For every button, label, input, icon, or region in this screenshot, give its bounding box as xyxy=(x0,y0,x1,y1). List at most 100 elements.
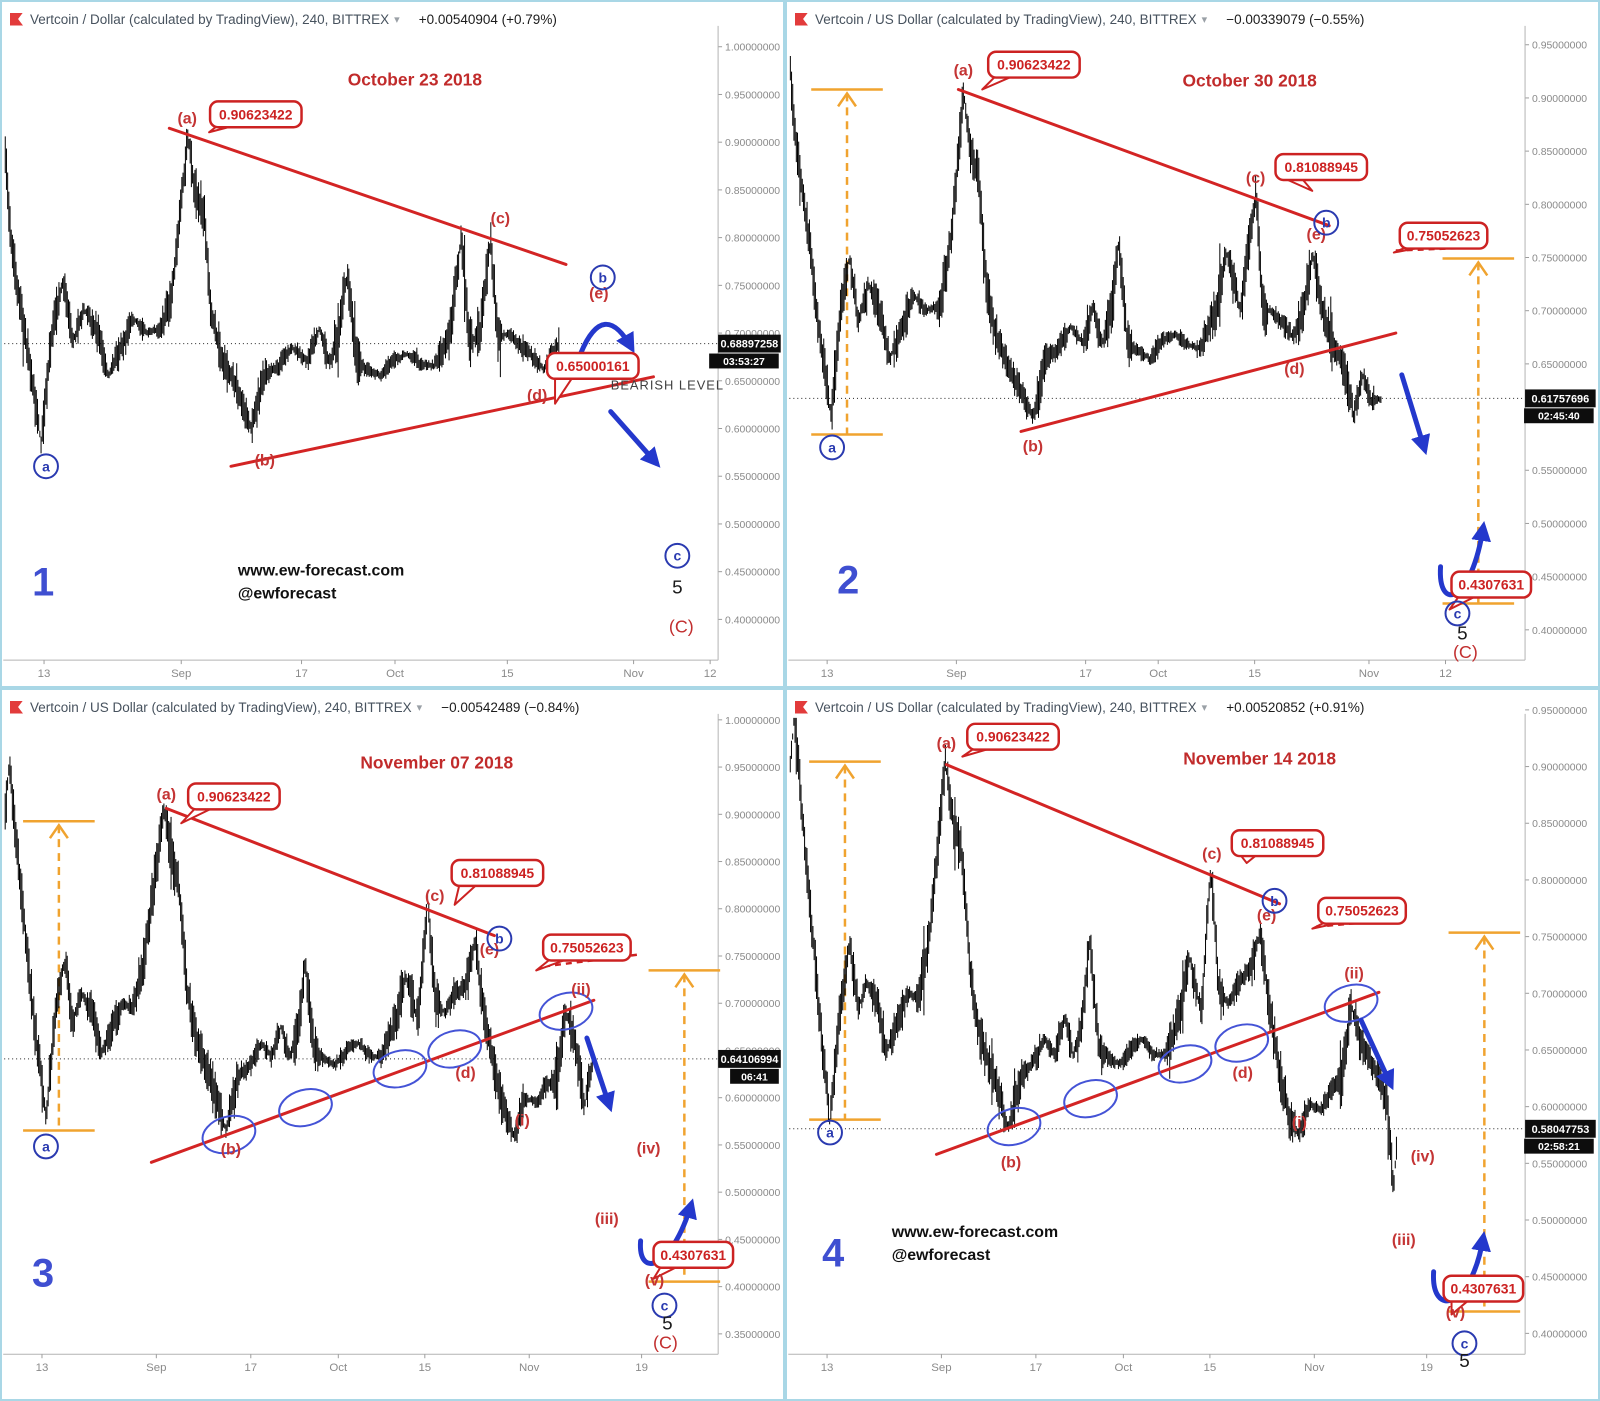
countdown-timer: 02:45:40 xyxy=(1538,412,1580,423)
tradingview-logo-icon xyxy=(10,700,23,714)
svg-text:b: b xyxy=(495,931,503,947)
symbol-title: Vertcoin / US Dollar (calculated by Trad… xyxy=(30,699,412,715)
wave-label: (iii) xyxy=(595,1211,619,1228)
annotations: 0.90623422 0.81088945 0.75052623 0.4307631 (… xyxy=(32,753,735,1352)
last-price-value: 0.61757696 xyxy=(1531,393,1589,405)
chevron-down-icon[interactable]: ▾ xyxy=(394,13,400,26)
y-axis-label: 0.75000000 xyxy=(725,952,780,963)
svg-text:c: c xyxy=(661,1297,669,1313)
countdown-timer: 02:58:21 xyxy=(1538,1142,1580,1153)
price-callout-value: 0.90623422 xyxy=(997,57,1071,73)
axes: 0.95000000 0.90000000 0.85000000 0.80000000… xyxy=(788,25,1587,680)
countdown-timer: 06:41 xyxy=(741,1072,768,1083)
price-bars xyxy=(4,128,560,454)
price-callout-value: 0.65000161 xyxy=(556,358,630,374)
symbol-title: Vertcoin / US Dollar (calculated by Trad… xyxy=(815,699,1197,715)
wave-label: (a) xyxy=(937,736,956,753)
price-badge: 0.64106994 06:41 xyxy=(718,1049,781,1084)
y-axis-label: 0.60000000 xyxy=(1532,1103,1587,1114)
annotation-text: BEARISH LEVEL xyxy=(611,378,724,393)
y-axis-label: 0.70000000 xyxy=(725,329,780,340)
circled-wave-label xyxy=(819,434,846,461)
trend-line xyxy=(164,806,496,938)
y-axis-label: 1.00000000 xyxy=(725,716,780,727)
circled-wave-label xyxy=(486,925,513,952)
circled-wave-label xyxy=(817,1119,843,1146)
website-watermark: www.ew-forecast.com xyxy=(237,563,404,580)
annotation-text: 5 xyxy=(1457,623,1468,644)
y-axis-label: 0.80000000 xyxy=(725,234,780,245)
chart-canvas[interactable]: 0.95000000 0.90000000 0.85000000 0.80000000… xyxy=(787,2,1598,686)
chart-titlebar: Vertcoin / US Dollar (calculated by Trad… xyxy=(787,690,1598,720)
trend-lines xyxy=(167,126,655,468)
axes: 1.00000000 0.95000000 0.90000000 0.85000000… xyxy=(3,25,780,680)
svg-text:c: c xyxy=(673,548,681,564)
y-axis-label: 0.45000000 xyxy=(725,568,780,579)
circled-wave-label xyxy=(589,264,616,291)
y-axis-label: 0.45000000 xyxy=(1532,573,1587,584)
chart-canvas[interactable]: 1.00000000 0.95000000 0.90000000 0.85000000… xyxy=(2,690,783,1399)
price-callout-value: 0.75052623 xyxy=(550,940,624,956)
circled-wave-label xyxy=(1313,209,1340,236)
price-change: +0.00520852 (+0.91%) xyxy=(1226,699,1365,715)
price-callout-box xyxy=(1442,1274,1525,1303)
chart-panel-4: Vertcoin / US Dollar (calculated by Trad… xyxy=(785,688,1600,1401)
circled-wave-label xyxy=(33,453,59,480)
y-axis-label: 0.90000000 xyxy=(725,810,780,821)
chart-titlebar: Vertcoin / Dollar (calculated by Trading… xyxy=(2,2,783,32)
price-callout-value: 0.4307631 xyxy=(660,1247,726,1263)
x-axis-label: Oct xyxy=(386,668,405,680)
wave-label: (a) xyxy=(177,110,196,127)
down-arrow xyxy=(584,1035,615,1113)
price-callout-box xyxy=(545,351,640,381)
last-price-value: 0.58047753 xyxy=(1532,1124,1590,1136)
chart-titlebar: Vertcoin / US Dollar (calculated by Trad… xyxy=(2,690,783,720)
axes: 0.95000000 0.90000000 0.85000000 0.80000000… xyxy=(788,706,1587,1374)
price-change: −0.00339079 (−0.55%) xyxy=(1226,11,1365,27)
price-callout-box xyxy=(541,933,632,962)
y-axis-label: 0.90000000 xyxy=(1532,763,1587,774)
touch-point-ellipse xyxy=(427,1029,482,1069)
wave-label: (v) xyxy=(1446,1304,1465,1321)
chevron-down-icon[interactable]: ▾ xyxy=(1201,701,1208,714)
price-callout-box xyxy=(1450,570,1533,599)
chart-canvas[interactable]: 0.95000000 0.90000000 0.85000000 0.80000000… xyxy=(787,690,1598,1399)
y-axis-label: 0.50000000 xyxy=(725,1188,780,1199)
x-axis-label: Sep xyxy=(171,668,191,680)
y-axis-label: 0.45000000 xyxy=(725,1235,780,1246)
price-callout-box xyxy=(966,722,1060,751)
price-change: +0.00540904 (+0.79%) xyxy=(418,11,557,27)
y-axis-label: 0.85000000 xyxy=(1532,147,1587,158)
touch-point-ellipse xyxy=(1323,983,1379,1023)
y-axis-label: 0.80000000 xyxy=(725,905,780,916)
x-axis-label: 19 xyxy=(635,1362,648,1374)
touch-point-ellipse xyxy=(1214,1023,1270,1063)
annotation-text: 5 xyxy=(662,1313,673,1334)
x-axis-label: 15 xyxy=(1204,1362,1217,1374)
down-arrow xyxy=(1399,372,1431,456)
chart-titlebar: Vertcoin / US Dollar (calculated by Trad… xyxy=(787,2,1598,32)
trend-line xyxy=(167,126,568,266)
wave-label: (v) xyxy=(645,1273,664,1290)
trend-line xyxy=(229,375,655,468)
wave-label: (b) xyxy=(1023,438,1043,455)
chart-canvas[interactable]: 1.00000000 0.95000000 0.90000000 0.85000000… xyxy=(2,2,783,686)
price-callout-box xyxy=(186,782,281,811)
x-axis-label: Oct xyxy=(1149,668,1168,680)
chevron-down-icon[interactable]: ▾ xyxy=(1201,13,1208,26)
wave-label: (b) xyxy=(255,452,275,469)
annotations: 0.90623422 0.81088945 0.75052623 0.4307631 (… xyxy=(817,722,1525,1372)
circled-wave-label xyxy=(33,1133,59,1160)
y-axis-label: 0.55000000 xyxy=(1532,1159,1587,1170)
price-bars xyxy=(4,756,593,1143)
price-bars xyxy=(789,717,1397,1193)
chart-panel-2: Vertcoin / US Dollar (calculated by Trad… xyxy=(785,0,1600,688)
y-axis-label: 0.90000000 xyxy=(1532,94,1587,105)
price-callout-box xyxy=(450,858,545,888)
measure-lines xyxy=(811,88,1515,605)
chevron-down-icon[interactable]: ▾ xyxy=(416,701,423,714)
x-axis-label: 17 xyxy=(244,1362,257,1374)
trend-line xyxy=(1019,331,1398,433)
y-axis-label: 0.50000000 xyxy=(1532,519,1587,530)
